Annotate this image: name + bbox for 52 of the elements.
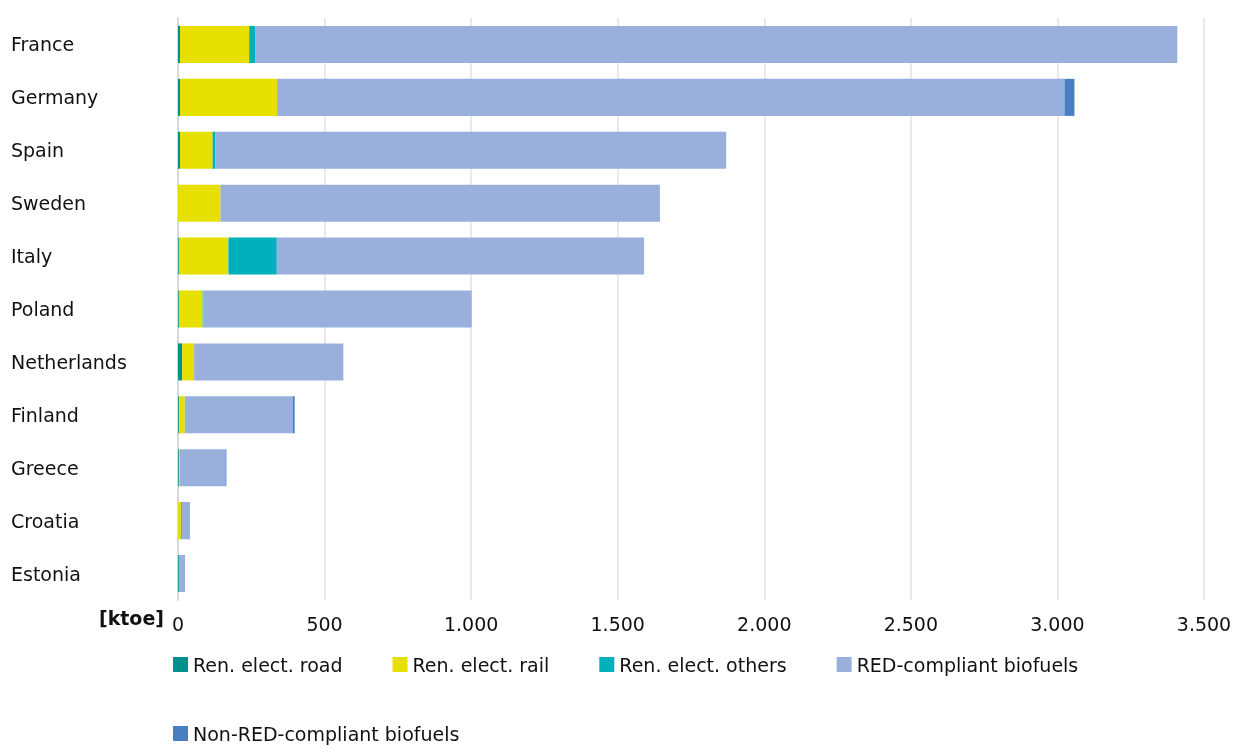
legend-label: Ren. elect. others: [619, 653, 787, 676]
bar: [212, 131, 216, 169]
bar: [220, 184, 660, 222]
legend-label: Non-RED-compliant biofuels: [193, 722, 460, 745]
y-tick-label: Estonia: [11, 562, 81, 585]
x-tick-label: 0: [171, 612, 185, 635]
y-tick-label: Germany: [11, 86, 99, 109]
bar: [1064, 78, 1075, 116]
bar: [178, 343, 183, 381]
bar: [181, 502, 191, 540]
y-tick-label: Poland: [11, 298, 75, 320]
bar: [184, 396, 293, 434]
x-tick-label: 2.000: [737, 612, 792, 635]
bar: [277, 78, 1065, 116]
bar: [178, 290, 203, 328]
bar: [178, 78, 181, 116]
bar: [178, 25, 181, 63]
x-tick-label: 1.500: [590, 612, 645, 635]
bar: [178, 131, 181, 169]
legend-label: Ren. elect. road: [193, 653, 343, 676]
bar: [194, 343, 344, 381]
bar: [255, 25, 1178, 63]
y-tick-label: Finland: [11, 403, 79, 426]
legend-label: Ren. elect. rail: [412, 653, 550, 676]
bar: [182, 343, 195, 381]
bar: [276, 237, 645, 275]
y-tick-label: Netherlands: [11, 350, 127, 373]
bar: [228, 237, 277, 275]
bar: [178, 555, 186, 593]
bar: [179, 449, 226, 487]
x-tick-label: 3.500: [1176, 612, 1232, 635]
y-tick-label: France: [11, 33, 75, 56]
x-tick-label: 2.500: [883, 612, 939, 635]
y-tick-label: Spain: [11, 139, 65, 162]
bar: [178, 184, 221, 222]
bar: [180, 25, 250, 63]
x-tick-label: 3.000: [1030, 612, 1085, 635]
y-tick-label: Croatia: [11, 509, 80, 532]
y-tick-label: Italy: [11, 245, 53, 268]
x-axis-title: [ktoe]: [98, 606, 164, 629]
y-tick-label: Sweden: [11, 192, 87, 215]
x-tick-label: 500: [306, 612, 343, 635]
y-tick-label: Greece: [11, 456, 79, 479]
bar: [180, 131, 213, 169]
bar: [178, 237, 229, 275]
bar: [178, 396, 185, 434]
bar: [203, 290, 472, 328]
bar: [180, 78, 278, 116]
bar: [215, 131, 727, 169]
x-tick-label: 1.000: [443, 612, 499, 635]
bar: [249, 25, 256, 63]
legend-label: RED-compliant biofuels: [856, 653, 1079, 676]
